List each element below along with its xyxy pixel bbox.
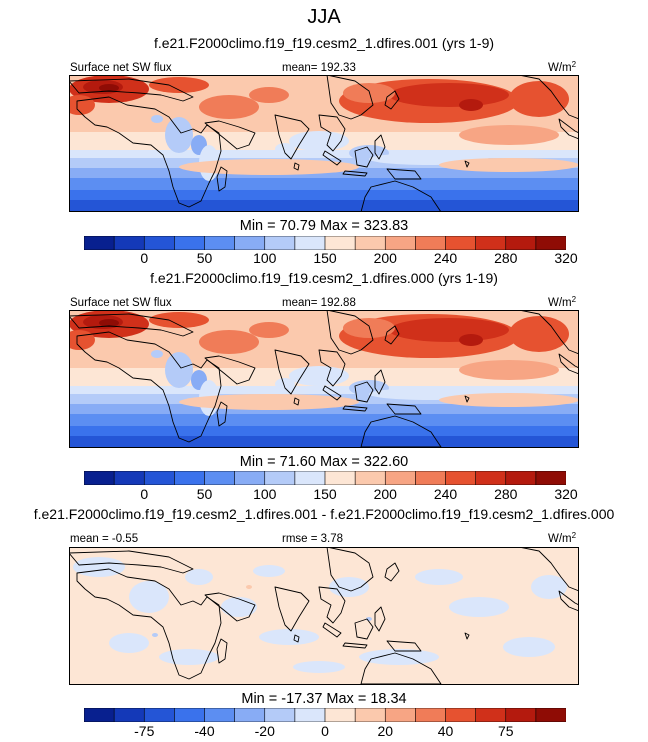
panel1-units: W/m2 xyxy=(548,60,577,74)
colorbar-swatch xyxy=(143,236,175,250)
colorbar-swatch xyxy=(505,708,537,722)
colorbar-swatch xyxy=(234,236,266,250)
colorbar-swatch xyxy=(84,236,115,250)
colorbar-swatch xyxy=(174,471,205,485)
panel1-left-label: Surface net SW flux xyxy=(70,62,172,74)
colorbar-swatch xyxy=(384,708,416,722)
colorbar-swatch xyxy=(415,708,447,722)
colorbar-swatch xyxy=(234,471,266,485)
colorbar-swatch xyxy=(234,708,266,722)
colorbar-swatch xyxy=(384,236,416,250)
colorbar-tick-label: 150 xyxy=(313,486,337,502)
colorbar-tick-label: -75 xyxy=(134,723,155,739)
colorbar-swatch xyxy=(475,471,507,485)
panel1-title: f.e21.F2000climo.f19_f19.cesm2_1.dfires.… xyxy=(153,35,495,51)
colorbar-swatch xyxy=(445,471,477,485)
colorbar-swatch xyxy=(354,236,386,250)
colorbar-tick-label: 50 xyxy=(196,250,213,266)
colorbar-swatch xyxy=(84,708,115,722)
colorbar-swatch xyxy=(475,708,507,722)
colorbar-tick-label: 240 xyxy=(433,486,458,502)
colorbar-swatch xyxy=(445,236,477,250)
panel3-rmse-label: rmse = 3.78 xyxy=(282,533,344,545)
colorbar-swatch xyxy=(84,471,115,485)
colorbar-swatch xyxy=(415,236,447,250)
colorbar-tick-label: -20 xyxy=(254,723,275,739)
colorbar-tick-label: 280 xyxy=(494,250,518,266)
colorbar-swatch xyxy=(204,236,236,250)
panel3-stats: Min = -17.37 Max = 18.34 xyxy=(241,691,407,707)
colorbar-tick-label: 0 xyxy=(140,250,149,266)
panel1-mean-label: mean= 192.33 xyxy=(282,62,356,74)
colorbar-swatch xyxy=(475,236,507,250)
panel2-stats: Min = 71.60 Max = 322.60 xyxy=(239,454,409,470)
panel1-colorbar-ticks: 0 50 100 150 200 240 280 320 xyxy=(84,250,577,268)
colorbar-swatch xyxy=(415,471,447,485)
colorbar-swatch xyxy=(264,471,296,485)
colorbar-swatch xyxy=(294,236,326,250)
colorbar-swatch xyxy=(294,708,326,722)
colorbar-tick-label: 200 xyxy=(373,486,397,502)
colorbar-swatch xyxy=(384,471,416,485)
figure-title: JJA xyxy=(307,6,341,28)
colorbar-tick-label: 280 xyxy=(494,486,518,502)
colorbar-tick-label: 40 xyxy=(437,723,454,739)
colorbar-swatch xyxy=(174,236,205,250)
colorbar-tick-label: 50 xyxy=(196,486,213,502)
colorbar-swatch xyxy=(354,708,386,722)
colorbar-swatch xyxy=(113,471,145,485)
colorbar-swatch xyxy=(204,708,236,722)
colorbar-tick-label: 320 xyxy=(554,250,578,266)
colorbar-swatch xyxy=(113,236,145,250)
colorbar-tick-label: 240 xyxy=(433,250,458,266)
panel3-mean-label: mean = -0.55 xyxy=(70,533,139,545)
colorbar-swatch xyxy=(294,471,326,485)
colorbar-tick-label: 150 xyxy=(313,250,337,266)
colorbar-swatch xyxy=(324,471,356,485)
colorbar-swatch xyxy=(143,471,175,485)
colorbar-swatch xyxy=(264,708,296,722)
colorbar-swatch xyxy=(535,708,566,722)
panel3-units: W/m2 xyxy=(548,531,577,545)
colorbar-swatch xyxy=(174,708,205,722)
colorbar-swatch xyxy=(505,236,537,250)
panel2-colorbar-ticks: 0 50 100 150 200 240 280 320 xyxy=(84,486,577,504)
colorbar-tick-label: 100 xyxy=(253,486,277,502)
panel2-mean-label: mean= 192.88 xyxy=(282,297,356,309)
panel3-title: f.e21.F2000climo.f19_f19.cesm2_1.dfires.… xyxy=(33,506,615,522)
colorbar-tick-label: 0 xyxy=(140,486,149,502)
panel2-units: W/m2 xyxy=(548,295,577,309)
panel3-map xyxy=(69,547,579,685)
panel2-title: f.e21.F2000climo.f19_f19.cesm2_1.dfires.… xyxy=(150,270,498,286)
panel2-colorbar xyxy=(84,471,566,485)
panel2-map xyxy=(69,310,579,448)
colorbar-swatch xyxy=(264,236,296,250)
colorbar-swatch xyxy=(535,236,566,250)
panel1-colorbar xyxy=(84,236,566,250)
colorbar-tick-label: 200 xyxy=(373,250,397,266)
colorbar-tick-label: -40 xyxy=(194,723,215,739)
colorbar-swatch xyxy=(143,708,175,722)
panel3-colorbar-ticks: -75 -40 -20 0 20 40 75 xyxy=(84,723,566,741)
colorbar-tick-label: 75 xyxy=(497,723,514,739)
colorbar-swatch xyxy=(113,708,145,722)
colorbar-tick-label: 100 xyxy=(253,250,277,266)
colorbar-swatch xyxy=(535,471,566,485)
colorbar-tick-label: 0 xyxy=(321,723,329,739)
panel3-colorbar xyxy=(84,708,566,722)
panel1-stats: Min = 70.79 Max = 323.83 xyxy=(239,218,409,234)
panel2-left-label: Surface net SW flux xyxy=(70,297,172,309)
colorbar-tick-label: 320 xyxy=(554,486,578,502)
panel1-map xyxy=(69,75,579,212)
colorbar-swatch xyxy=(505,471,537,485)
colorbar-swatch xyxy=(324,236,356,250)
colorbar-swatch xyxy=(445,708,477,722)
colorbar-swatch xyxy=(204,471,236,485)
colorbar-swatch xyxy=(324,708,356,722)
colorbar-swatch xyxy=(354,471,386,485)
colorbar-tick-label: 20 xyxy=(377,723,394,739)
